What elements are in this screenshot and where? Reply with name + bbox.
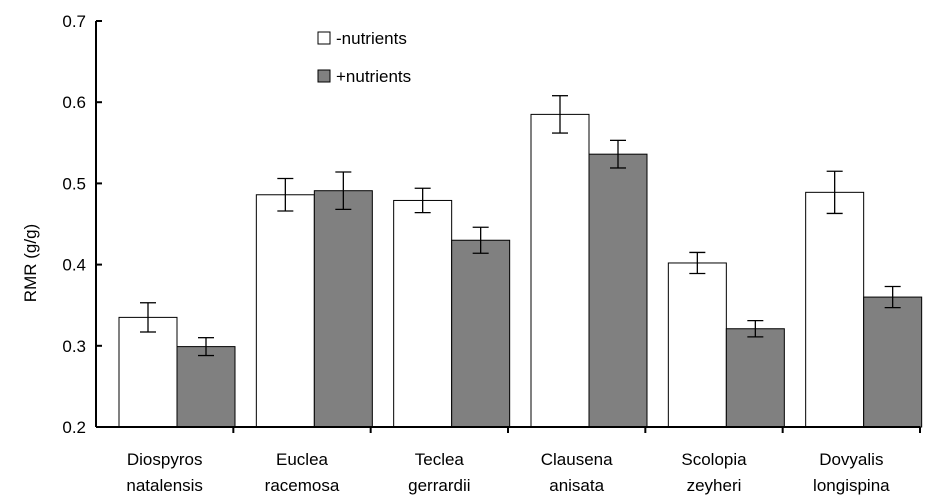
legend-swatch-0 <box>317 31 331 45</box>
bars-layer <box>118 95 923 428</box>
x-tick-label-4: Scolopia zeyheri <box>681 450 747 495</box>
bar-plus-nutrients-5 <box>863 296 923 428</box>
x-tick-label-line: Dovyalis <box>819 450 883 469</box>
bar-plus-nutrients-2 <box>451 239 511 428</box>
x-tick-label-line: Teclea <box>415 450 465 469</box>
bar-plus-nutrients-1 <box>313 190 373 428</box>
y-tick-label-1: 0.3 <box>62 337 86 356</box>
legend-label-1: +nutrients <box>336 67 411 86</box>
bar-minus-nutrients-4 <box>667 262 727 428</box>
x-tick-label-line: anisata <box>549 476 604 495</box>
y-tick-label-5: 0.7 <box>62 12 86 31</box>
x-tick-label-line: gerrardii <box>408 476 470 495</box>
y-axis-title: RMR (g/g) <box>21 224 40 302</box>
x-tick-label-line: Diospyros <box>127 450 203 469</box>
legend-label-0: -nutrients <box>336 29 407 48</box>
x-tick-label-2: Teclea gerrardii <box>408 450 470 495</box>
bar-minus-nutrients-1 <box>255 194 315 428</box>
bar-plus-nutrients-0 <box>176 346 236 428</box>
x-tick-label-line: Scolopia <box>681 450 747 469</box>
bar-minus-nutrients-0 <box>118 316 178 428</box>
bar-minus-nutrients-2 <box>393 199 453 428</box>
x-tick-label-line: longispina <box>813 476 890 495</box>
x-tick-label-5: Dovyalis longispina <box>813 450 890 495</box>
x-tick-label-line: Clausena <box>541 450 613 469</box>
y-tick-label-4: 0.6 <box>62 93 86 112</box>
legend: -nutrients +nutrients <box>317 29 411 86</box>
x-tick-label-line: natalensis <box>126 476 203 495</box>
x-tick-label-line: racemosa <box>265 476 340 495</box>
x-tick-label-0: Diospyros natalensis <box>126 450 203 495</box>
x-tick-label-line: zeyheri <box>687 476 742 495</box>
bar-minus-nutrients-3 <box>530 113 590 428</box>
x-tick-label-line: Euclea <box>276 450 329 469</box>
x-tick-label-3: Clausena anisata <box>541 450 613 495</box>
y-tick-label-0: 0.2 <box>62 418 86 437</box>
x-tick-label-1: Euclea racemosa <box>265 450 340 495</box>
bar-plus-nutrients-4 <box>725 328 785 428</box>
legend-swatch-1 <box>317 69 331 83</box>
bar-plus-nutrients-3 <box>588 153 648 428</box>
axes-layer: Diospyros natalensis Euclea racemosa Teclea g… <box>62 12 921 495</box>
bar-minus-nutrients-5 <box>805 191 865 428</box>
y-tick-label-3: 0.5 <box>62 174 86 193</box>
y-tick-label-2: 0.4 <box>62 256 86 275</box>
